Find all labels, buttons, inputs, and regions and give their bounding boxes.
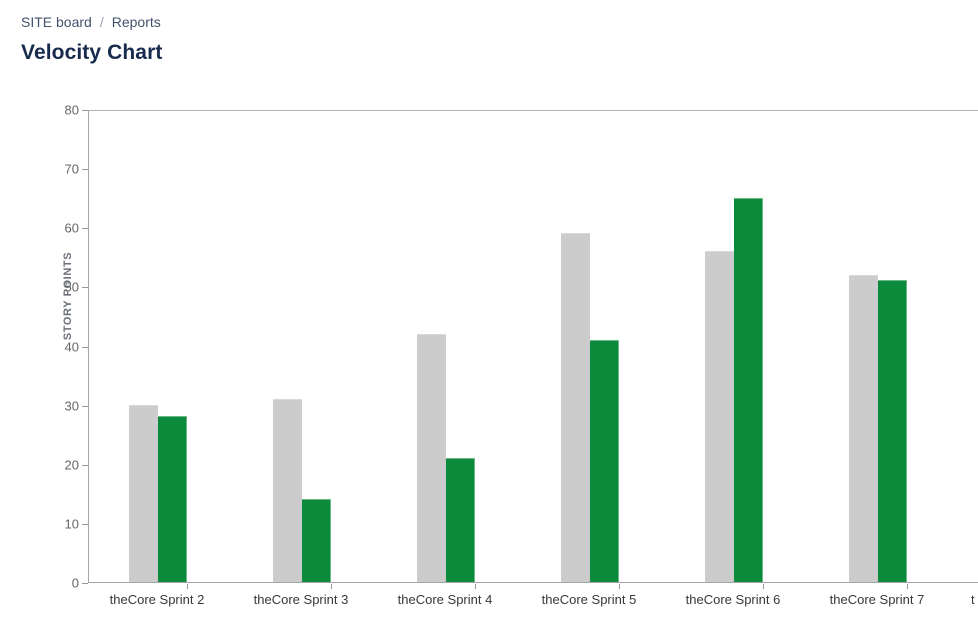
breadcrumb-link-reports[interactable]: Reports xyxy=(111,14,161,30)
x-axis-category-label: theCore Sprint 6 xyxy=(685,592,781,607)
y-tick-mark xyxy=(82,110,88,111)
x-axis-category-label: theCore Sprint 3 xyxy=(253,592,349,607)
y-tick-mark xyxy=(82,464,88,466)
y-tick-mark xyxy=(82,228,88,230)
y-tick-label-40: 40 xyxy=(64,339,79,354)
page-title: Velocity Chart xyxy=(21,41,163,64)
y-tick-mark xyxy=(82,169,88,171)
y-tick-label-10: 10 xyxy=(64,516,79,532)
y-tick-mark xyxy=(82,287,88,289)
y-tick-mark xyxy=(82,346,88,348)
bar-gray-bars-7[interactable] xyxy=(849,274,878,582)
y-tick-label-50: 50 xyxy=(64,279,79,295)
y-tick-label-30: 30 xyxy=(64,398,79,414)
bar-green-bars-5[interactable] xyxy=(590,339,619,582)
x-axis-category-label: theCore Sprint 4 xyxy=(397,592,493,607)
bar-gray-bars-2[interactable] xyxy=(129,404,158,582)
x-tick-mark xyxy=(187,584,188,589)
breadcrumb-separator: / xyxy=(99,14,104,30)
y-axis-title: STORY POINTS xyxy=(62,251,74,341)
y-tick-label-20: 20 xyxy=(64,457,79,473)
y-tick-label-60: 60 xyxy=(64,220,79,236)
x-axis-category-label: theCore Sprint 5 xyxy=(541,592,637,607)
bar-green-bars-6[interactable] xyxy=(734,197,763,582)
y-tick-mark xyxy=(82,583,88,584)
x-axis-category-label: theCore Sprint 7 xyxy=(829,592,925,607)
bar-gray-bars-4[interactable] xyxy=(417,333,446,582)
plot-area xyxy=(88,110,978,583)
y-tick-label-70: 70 xyxy=(64,161,79,177)
bar-green-bars-7[interactable] xyxy=(878,280,907,582)
x-tick-mark xyxy=(763,584,764,589)
bar-gray-bars-5[interactable] xyxy=(561,233,590,582)
bar-green-bars-3[interactable] xyxy=(302,499,331,582)
bar-green-bars-2[interactable] xyxy=(158,416,187,582)
y-tick-mark xyxy=(82,405,88,407)
x-tick-mark xyxy=(475,584,476,589)
breadcrumb-link-board[interactable]: SITE board xyxy=(21,14,92,30)
breadcrumb: SITE board / Reports xyxy=(21,14,161,30)
bar-gray-bars-6[interactable] xyxy=(705,250,734,582)
plot-inner xyxy=(89,111,978,582)
x-axis-category-label-partial: t xyxy=(971,592,975,607)
x-tick-mark xyxy=(331,584,332,589)
x-tick-mark xyxy=(907,584,908,589)
y-tick-label-0: 0 xyxy=(71,575,79,591)
bar-green-bars-4[interactable] xyxy=(446,457,475,582)
x-axis-category-label: theCore Sprint 2 xyxy=(109,592,205,607)
y-tick-mark xyxy=(82,523,88,525)
y-tick-label-80: 80 xyxy=(64,102,79,118)
bar-gray-bars-3[interactable] xyxy=(273,398,302,582)
x-tick-mark xyxy=(619,584,620,589)
